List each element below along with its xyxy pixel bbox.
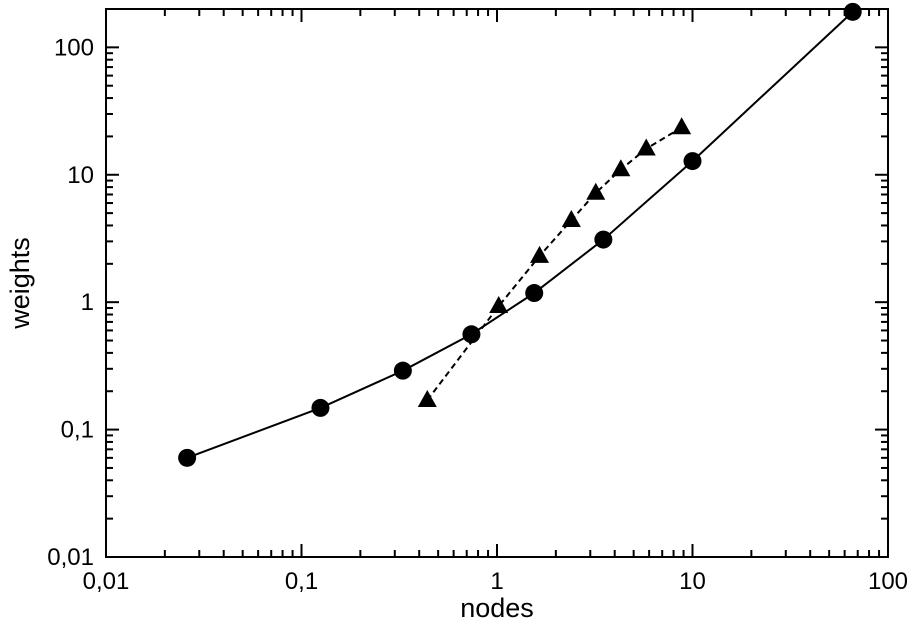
series-line-1 xyxy=(186,11,854,459)
x-tick-label: 10 xyxy=(679,568,706,595)
y-tick-label: 0,01 xyxy=(47,544,94,571)
series-lines xyxy=(186,11,854,459)
circle-marker xyxy=(594,230,613,249)
tick-labels: 0,01 0,1 1 10 100 0,01 0,1 1 10 100 xyxy=(47,34,908,595)
circle-marker xyxy=(311,398,330,417)
triangle-marker xyxy=(611,159,631,177)
data-markers xyxy=(178,2,862,467)
circle-marker xyxy=(683,152,702,171)
plot-frame xyxy=(105,8,889,558)
triangle-marker xyxy=(489,295,509,313)
triangle-marker xyxy=(561,209,581,227)
x-tick-label: 100 xyxy=(868,568,908,595)
x-tick-label: 0,1 xyxy=(285,568,318,595)
y-tick-label: 10 xyxy=(67,162,94,189)
circle-marker xyxy=(178,448,197,467)
y-tick-label: 100 xyxy=(54,34,94,61)
x-tick-label: 1 xyxy=(490,568,503,595)
triangle-marker xyxy=(672,117,692,135)
y-axis-label: weights xyxy=(5,237,35,330)
circle-marker xyxy=(525,284,544,303)
triangle-marker xyxy=(417,390,437,408)
circle-marker xyxy=(393,361,412,380)
x-axis-label: nodes xyxy=(460,593,534,623)
triangle-marker xyxy=(530,245,550,263)
triangle-marker xyxy=(636,138,656,156)
y-tick-label: 1 xyxy=(81,289,94,316)
series-line-2 xyxy=(426,126,683,401)
circle-marker xyxy=(843,2,862,21)
triangle-marker xyxy=(586,182,606,200)
y-tick-label: 0,1 xyxy=(61,417,94,444)
x-tick-label: 0,01 xyxy=(83,568,130,595)
axis-ticks xyxy=(105,8,889,558)
circle-marker xyxy=(462,325,481,344)
